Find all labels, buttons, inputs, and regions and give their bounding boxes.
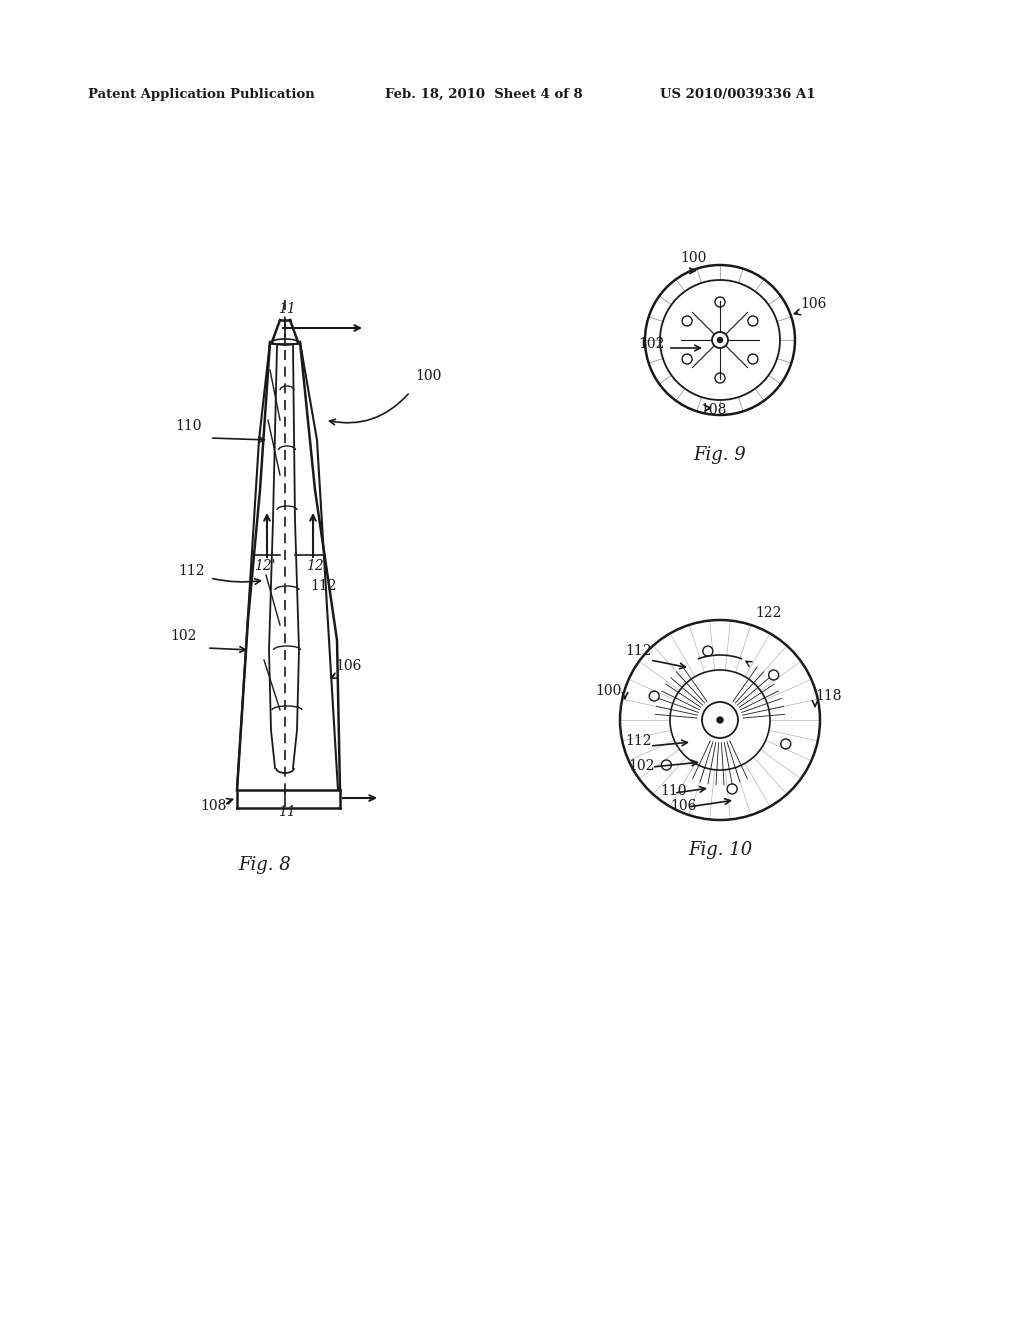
Text: 106: 106 [335, 659, 361, 673]
Text: 12': 12' [254, 558, 275, 573]
Text: 100: 100 [595, 684, 622, 698]
Circle shape [717, 717, 723, 723]
Text: 102: 102 [170, 630, 197, 643]
Text: 112: 112 [625, 734, 651, 748]
Text: 100: 100 [415, 370, 441, 383]
Text: Fig. 8: Fig. 8 [239, 855, 292, 874]
Text: US 2010/0039336 A1: US 2010/0039336 A1 [660, 88, 815, 102]
Text: 122: 122 [755, 606, 781, 620]
Text: 100: 100 [680, 251, 707, 265]
Text: 112: 112 [310, 579, 337, 593]
Text: Fig. 10: Fig. 10 [688, 841, 752, 859]
Circle shape [718, 338, 723, 342]
Text: 108: 108 [700, 403, 726, 417]
Text: 106: 106 [800, 297, 826, 312]
Text: 118: 118 [815, 689, 842, 704]
Text: 12: 12 [306, 558, 324, 573]
Text: 112: 112 [178, 564, 205, 578]
Text: 110: 110 [660, 784, 686, 799]
Text: 108: 108 [200, 799, 226, 813]
Text: 112: 112 [625, 644, 651, 657]
Text: Feb. 18, 2010  Sheet 4 of 8: Feb. 18, 2010 Sheet 4 of 8 [385, 88, 583, 102]
Text: 11: 11 [279, 805, 296, 818]
Text: 11: 11 [279, 302, 296, 315]
Text: 102: 102 [628, 759, 654, 774]
Text: Fig. 9: Fig. 9 [693, 446, 746, 465]
Text: Patent Application Publication: Patent Application Publication [88, 88, 314, 102]
Text: 106: 106 [670, 799, 696, 813]
Text: 102: 102 [638, 337, 665, 351]
Text: 110: 110 [175, 418, 202, 433]
